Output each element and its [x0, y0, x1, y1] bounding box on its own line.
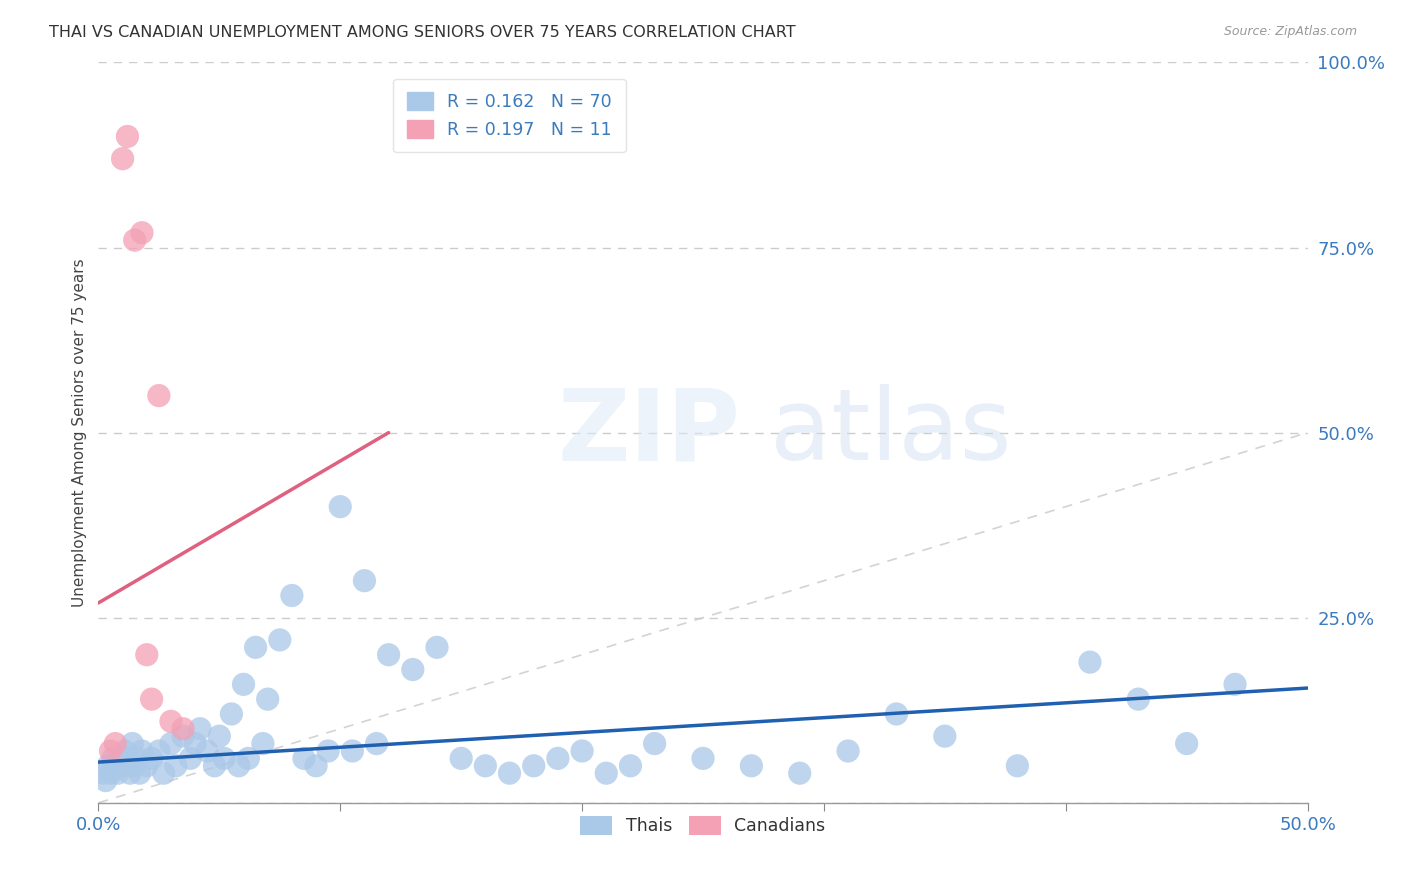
Point	[165, 758, 187, 772]
Point	[740, 758, 762, 772]
Point	[127, 751, 149, 765]
Point	[692, 751, 714, 765]
Point	[837, 744, 859, 758]
Point	[228, 758, 250, 772]
Point	[179, 751, 201, 765]
Point	[111, 152, 134, 166]
Point	[212, 751, 235, 765]
Point	[292, 751, 315, 765]
Point	[523, 758, 546, 772]
Point	[474, 758, 496, 772]
Text: atlas: atlas	[769, 384, 1011, 481]
Point	[450, 751, 472, 765]
Point	[148, 744, 170, 758]
Point	[342, 744, 364, 758]
Point	[100, 766, 122, 780]
Point	[252, 737, 274, 751]
Point	[353, 574, 375, 588]
Point	[245, 640, 267, 655]
Point	[1128, 692, 1150, 706]
Point	[135, 648, 157, 662]
Point	[571, 744, 593, 758]
Point	[131, 744, 153, 758]
Point	[118, 766, 141, 780]
Text: ZIP: ZIP	[558, 384, 741, 481]
Point	[232, 677, 254, 691]
Point	[117, 751, 139, 765]
Point	[141, 751, 163, 765]
Point	[221, 706, 243, 721]
Point	[547, 751, 569, 765]
Text: Source: ZipAtlas.com: Source: ZipAtlas.com	[1223, 25, 1357, 38]
Point	[160, 737, 183, 751]
Point	[91, 766, 114, 780]
Point	[111, 758, 134, 772]
Point	[619, 758, 641, 772]
Point	[1007, 758, 1029, 772]
Point	[107, 766, 129, 780]
Point	[100, 744, 122, 758]
Point	[886, 706, 908, 721]
Y-axis label: Unemployment Among Seniors over 75 years: Unemployment Among Seniors over 75 years	[72, 259, 87, 607]
Point	[644, 737, 666, 751]
Point	[1223, 677, 1246, 691]
Point	[789, 766, 811, 780]
Point	[184, 737, 207, 751]
Point	[97, 758, 120, 772]
Point	[498, 766, 520, 780]
Point	[104, 758, 127, 772]
Point	[188, 722, 211, 736]
Point	[128, 766, 150, 780]
Point	[124, 758, 146, 772]
Point	[366, 737, 388, 751]
Point	[195, 744, 218, 758]
Point	[316, 744, 339, 758]
Point	[135, 758, 157, 772]
Point	[305, 758, 328, 772]
Point	[141, 692, 163, 706]
Point	[377, 648, 399, 662]
Point	[208, 729, 231, 743]
Point	[1078, 655, 1101, 669]
Point	[101, 751, 124, 765]
Point	[152, 766, 174, 780]
Point	[117, 129, 139, 144]
Legend: Thais, Canadians: Thais, Canadians	[574, 809, 832, 842]
Point	[172, 729, 194, 743]
Point	[148, 388, 170, 402]
Point	[108, 751, 131, 765]
Point	[238, 751, 260, 765]
Point	[934, 729, 956, 743]
Point	[1175, 737, 1198, 751]
Point	[281, 589, 304, 603]
Point	[402, 663, 425, 677]
Point	[426, 640, 449, 655]
Point	[124, 233, 146, 247]
Point	[104, 737, 127, 751]
Point	[204, 758, 226, 772]
Point	[131, 226, 153, 240]
Point	[160, 714, 183, 729]
Point	[114, 744, 136, 758]
Point	[94, 773, 117, 788]
Point	[121, 737, 143, 751]
Point	[256, 692, 278, 706]
Point	[595, 766, 617, 780]
Point	[329, 500, 352, 514]
Point	[172, 722, 194, 736]
Text: THAI VS CANADIAN UNEMPLOYMENT AMONG SENIORS OVER 75 YEARS CORRELATION CHART: THAI VS CANADIAN UNEMPLOYMENT AMONG SENI…	[49, 25, 796, 40]
Point	[269, 632, 291, 647]
